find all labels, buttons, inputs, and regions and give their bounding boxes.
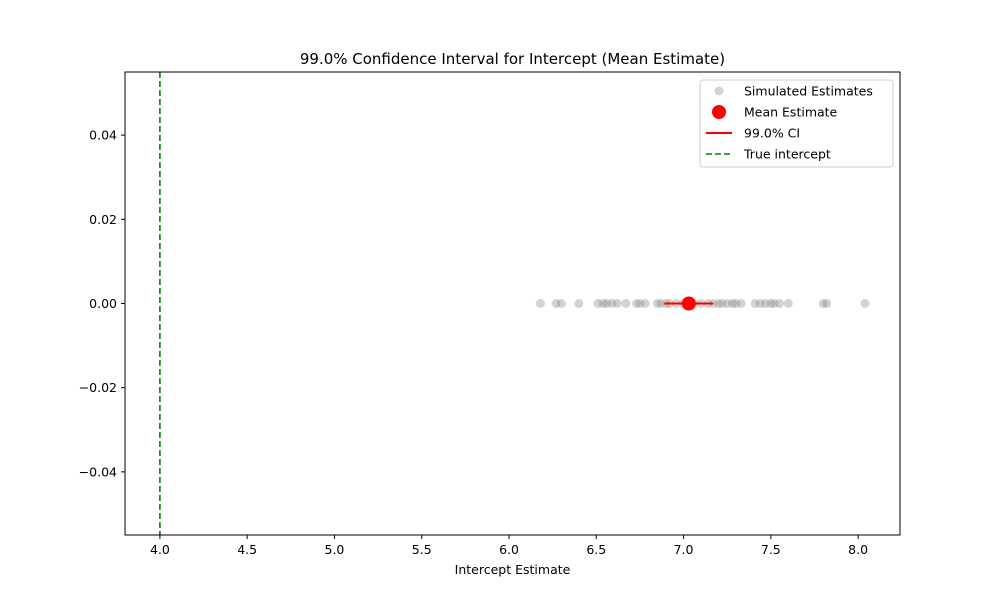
legend: Simulated Estimates Mean Estimate 99.0% CI… (699, 79, 894, 168)
legend-label: True intercept (743, 147, 831, 162)
legend-box (699, 79, 894, 168)
simulated-estimate-point (607, 299, 617, 308)
plot-area (159, 72, 870, 535)
simulated-estimate-point (640, 299, 650, 308)
simulated-estimate-point (598, 299, 608, 308)
simulated-estimate-point (818, 299, 828, 308)
simulated-estimate-point (860, 299, 870, 308)
mean-estimate-point (681, 296, 696, 311)
simulated-estimate-point (761, 299, 771, 308)
simulated-estimate-point (769, 299, 779, 308)
x-tick-label: 6.5 (586, 542, 606, 557)
chart-title: 99.0% Confidence Interval for Intercept … (300, 50, 725, 68)
legend-label: Mean Estimate (744, 105, 838, 120)
legend-simulated-marker (714, 86, 724, 96)
x-axis: 4.0 4.5 5.0 5.5 6.0 6.5 7.0 7.5 8.0 (150, 535, 868, 557)
simulated-estimate-point (750, 299, 760, 308)
simulated-estimate-point (783, 299, 793, 308)
simulated-estimate-point (574, 299, 584, 308)
x-tick-label: 8.0 (848, 542, 868, 557)
x-tick-label: 5.5 (412, 542, 432, 557)
y-tick-label: −0.02 (79, 380, 117, 395)
simulated-estimate-point (775, 299, 785, 308)
simulated-estimate-point (535, 299, 545, 308)
simulated-estimate-point (717, 299, 727, 308)
simulated-estimate-point (713, 299, 723, 308)
simulated-estimate-point (621, 299, 631, 308)
simulated-estimate-point (612, 299, 622, 308)
y-axis: 0.04 0.02 0.00 −0.02 −0.04 (79, 128, 125, 479)
simulated-estimate-point (766, 299, 776, 308)
x-axis-label: Intercept Estimate (455, 562, 571, 577)
simulated-estimate-point (551, 299, 561, 308)
y-tick-label: −0.04 (79, 464, 117, 479)
simulated-estimate-point (722, 299, 732, 308)
simulated-estimate-point (822, 299, 832, 308)
x-tick-label: 7.5 (761, 542, 781, 557)
simulated-estimate-point (755, 299, 765, 308)
legend-label: Simulated Estimates (744, 84, 873, 99)
simulated-estimate-point (731, 299, 741, 308)
simulated-estimate-point (727, 299, 737, 308)
simulated-estimate-point (656, 299, 666, 308)
x-tick-label: 7.0 (674, 542, 694, 557)
legend-label: 99.0% CI (744, 126, 800, 141)
simulated-estimate-point (602, 299, 612, 308)
x-tick-label: 5.0 (325, 542, 345, 557)
simulated-estimate-point (736, 299, 746, 308)
x-tick-label: 4.0 (150, 542, 170, 557)
simulated-estimate-point (631, 299, 641, 308)
simulated-estimate-point (593, 299, 603, 308)
x-tick-label: 6.0 (499, 542, 519, 557)
y-tick-label: 0.04 (89, 128, 117, 143)
legend-mean-marker (712, 105, 726, 119)
simulated-estimate-point (556, 299, 566, 308)
x-tick-label: 4.5 (237, 542, 257, 557)
simulated-estimate-point (652, 299, 662, 308)
y-tick-label: 0.02 (89, 212, 117, 227)
y-tick-label: 0.00 (89, 296, 117, 311)
simulated-estimate-point (635, 299, 645, 308)
